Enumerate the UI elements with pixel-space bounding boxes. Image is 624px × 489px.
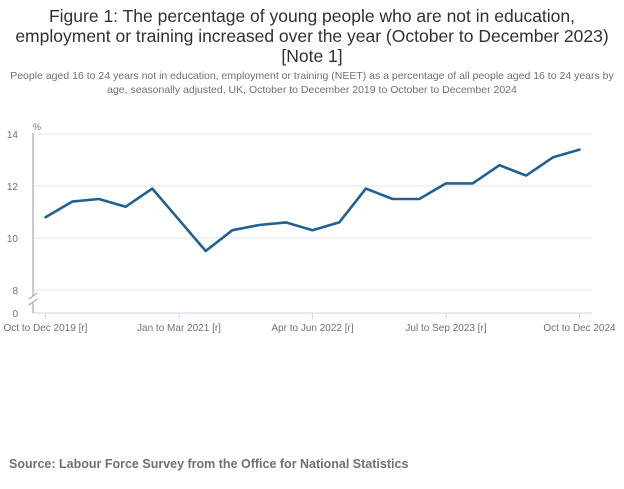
x-tick-label: Apr to Jun 2022 [r] — [271, 323, 353, 334]
chart-subtitle: People aged 16 to 24 years not in educat… — [10, 70, 614, 96]
y-unit-label: % — [33, 122, 41, 132]
x-axis: Oct to Dec 2019 [r] Jan to Mar 2021 [r] Ap… — [4, 312, 616, 334]
x-tick-label: Jan to Mar 2021 [r] — [137, 323, 221, 334]
gridlines — [33, 133, 592, 291]
x-tick-label: Oct to Dec 2024 — [543, 323, 616, 334]
chart-title: Figure 1: The percentage of young people… — [15, 6, 609, 66]
y-axis: 0 8 10 12 14% — [7, 122, 41, 320]
y-tick-label: 8 — [12, 286, 18, 297]
neet-rate-line[interactable] — [44, 148, 581, 253]
axis-break-icon — [28, 292, 38, 306]
source-note: Source: Labour Force Survey from the Off… — [9, 457, 409, 471]
x-tick-label: Jul to Sep 2023 [r] — [405, 323, 486, 334]
y-tick-label: 12 — [7, 182, 19, 193]
line-chart: 0 8 10 12 14% Oct to Dec 2019 [r] Jan to Mar … — [4, 122, 617, 334]
x-tick-label: Oct to Dec 2019 [r] — [4, 323, 88, 334]
y-tick-label: 14 — [7, 130, 19, 141]
y-tick-label: 10 — [7, 234, 19, 245]
y-tick-label: 0 — [12, 309, 18, 320]
